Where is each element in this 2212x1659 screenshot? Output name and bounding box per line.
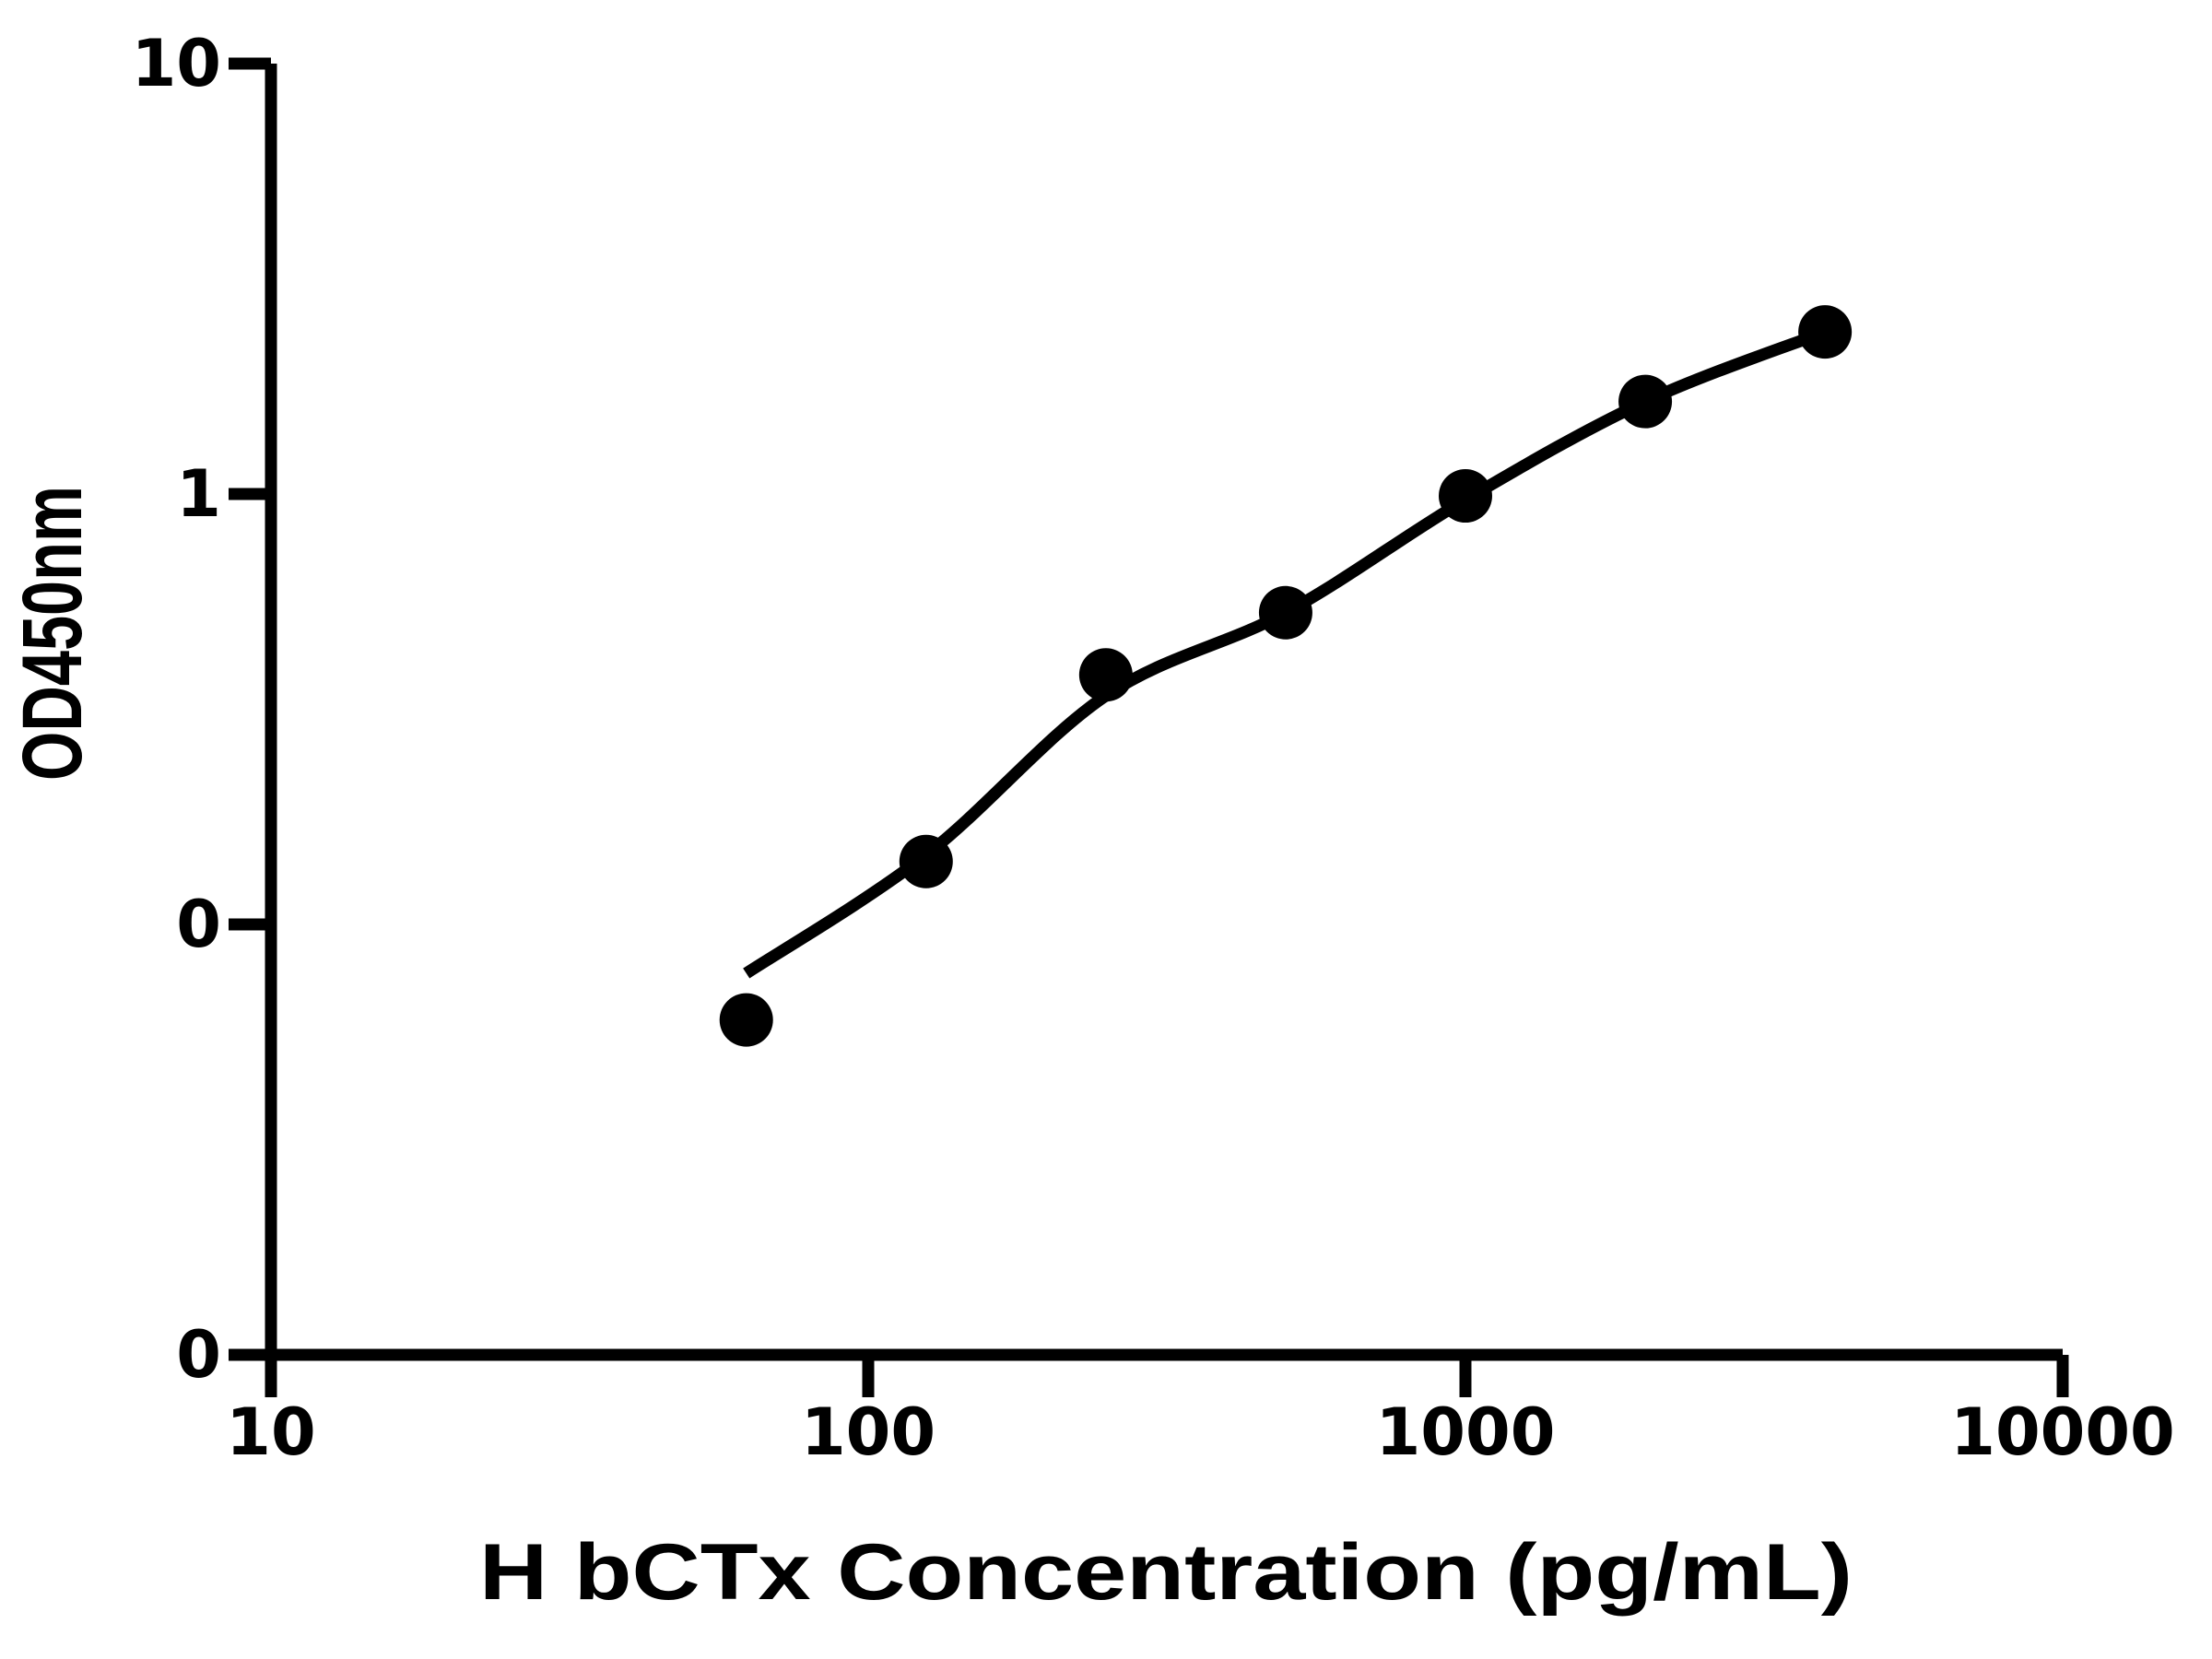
data-point [1798, 305, 1853, 359]
x-tick-label: 100 [801, 1394, 935, 1470]
data-point [899, 834, 953, 888]
data-point [1618, 374, 1673, 429]
data-point [1078, 648, 1133, 702]
axes-layer [265, 64, 2063, 1361]
series-layer [719, 305, 1853, 1047]
x-axis-title: H bCTx Concentration (pg/mL) [479, 1528, 1853, 1617]
x-tick-label: 1000 [1376, 1394, 1556, 1470]
y-axis-title: OD450nm [6, 486, 100, 781]
x-tick-label: 10 [226, 1394, 315, 1470]
y-tick-label: 1 [176, 456, 221, 532]
data-point [719, 993, 773, 1047]
y-tick-label: 10 [132, 26, 221, 101]
x-tick-label: 10000 [1950, 1394, 2175, 1470]
y-tick-label: 0 [176, 887, 221, 962]
data-point [1258, 585, 1312, 640]
data-point [1439, 469, 1492, 524]
y-tick-label: 0 [176, 1317, 221, 1393]
